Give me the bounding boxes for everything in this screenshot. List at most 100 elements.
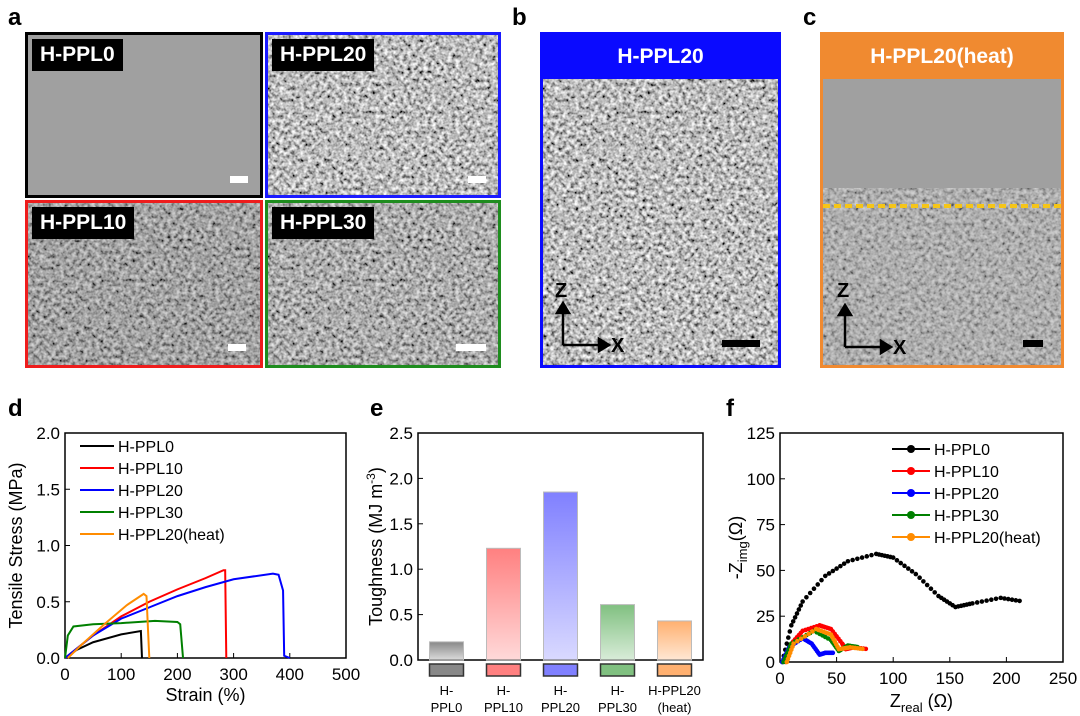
axis-x-label: X: [611, 335, 625, 357]
y-tick-label: 0.0: [36, 649, 60, 668]
nyquist-plot: 0 25 50 75 100 125 0 50 100 150 200 250 Zreal (Ω) -Zi…: [726, 424, 1077, 715]
category-label: PPL20: [541, 700, 580, 715]
data-point: [989, 597, 994, 603]
legend-label: H-PPL10: [118, 461, 183, 478]
scale-bar: [228, 344, 246, 351]
y-axis-label: Toughness (MJ m-3): [364, 467, 386, 626]
x-tick-label: 150: [936, 669, 964, 688]
data-point: [786, 635, 791, 640]
data-point: [791, 641, 796, 646]
data-point: [1013, 598, 1019, 603]
y-axis-label: -Zimg(Ω): [726, 516, 750, 579]
legend-marker: [907, 533, 915, 541]
legend-label: H-PPL20(heat): [118, 527, 225, 544]
y-tick-label: 125: [747, 424, 775, 443]
image-label: H-PPL20(heat): [823, 35, 1061, 79]
data-point: [790, 619, 796, 624]
scale-bar: [230, 176, 248, 183]
sem-image-cross-section-h-ppl20-heat: H-PPL20(heat) Z X: [820, 32, 1064, 368]
bar-H-PPL20: [543, 491, 578, 661]
category-label: H-: [440, 683, 454, 698]
legend-label: H-PPL0: [118, 439, 174, 456]
bar-H-PPL10: [486, 547, 521, 661]
data-point: [784, 641, 790, 646]
panel-label-a: a: [8, 4, 22, 31]
image-label: H-PPL20: [272, 39, 375, 71]
data-point: [890, 555, 896, 560]
data-point: [794, 611, 800, 616]
image-label: H-PPL0: [32, 39, 123, 71]
y-tick-label: 1.5: [389, 515, 413, 534]
data-point: [838, 563, 843, 569]
image-label: H-PPL30: [272, 207, 375, 239]
series-line-H-PPL0: [64, 629, 143, 659]
data-point: [795, 638, 800, 644]
data-point: [850, 557, 855, 563]
data-point: [913, 571, 919, 577]
data-point: [789, 623, 794, 628]
data-point: [806, 631, 811, 637]
panel-label-f: f: [726, 395, 734, 422]
bar-H-PPL30: [600, 604, 635, 661]
category-swatch: [485, 663, 522, 677]
data-point: [819, 577, 824, 583]
data-point: [798, 603, 804, 608]
legend-label: H-PPL20(heat): [934, 530, 1041, 547]
y-tick-label: 1.5: [36, 480, 60, 499]
x-tick-label: 200: [163, 665, 191, 684]
legend-label: H-PPL20: [934, 486, 999, 503]
data-point: [855, 556, 860, 562]
category-swatch: [542, 663, 579, 677]
scale-bar: [1023, 340, 1043, 347]
x-axis-label: Strain (%): [165, 685, 245, 705]
data-point: [974, 600, 980, 605]
data-point: [932, 590, 938, 595]
sem-image-h-ppl30: H-PPL30: [265, 200, 501, 368]
data-point: [894, 558, 900, 563]
x-tick-label: 250: [1049, 669, 1077, 688]
category-label: H-: [554, 683, 568, 698]
category-label: PPL0: [431, 700, 463, 715]
scale-bar: [468, 176, 486, 183]
legend-marker: [907, 445, 915, 453]
x-tick-label: 50: [827, 669, 846, 688]
data-point: [869, 552, 874, 558]
panel-label-e: e: [370, 395, 384, 422]
legend-marker: [907, 511, 915, 519]
y-tick-label: 25: [756, 607, 775, 626]
category-label: PPL30: [598, 700, 637, 715]
legend-label: H-PPL30: [934, 508, 999, 525]
category-label: (heat): [658, 700, 692, 715]
y-tick-label: 1.0: [36, 537, 60, 556]
y-tick-label: 50: [756, 561, 775, 580]
data-point: [860, 646, 865, 652]
category-swatch: [428, 663, 465, 677]
panel-label-d: d: [8, 395, 23, 422]
series-line-H-PPL20: [64, 572, 291, 659]
data-point: [787, 629, 793, 634]
data-point: [841, 561, 847, 566]
category-swatch: [599, 663, 636, 677]
plot-frame: [779, 432, 1064, 663]
data-point: [807, 590, 813, 596]
legend-label: H-PPL30: [118, 505, 183, 522]
data-point: [984, 598, 989, 603]
axis-x-label: X: [893, 337, 907, 359]
data-point: [811, 586, 817, 592]
x-tick-label: 500: [332, 665, 360, 684]
y-tick-label: 2.0: [389, 469, 413, 488]
data-point: [905, 566, 911, 571]
data-point: [798, 636, 804, 642]
data-point: [864, 554, 870, 559]
legend-label: H-PPL10: [934, 464, 999, 481]
legend-marker: [907, 489, 915, 497]
y-tick-label: 100: [747, 470, 775, 489]
data-point: [898, 560, 904, 566]
sem-image-h-ppl10: H-PPL10: [25, 200, 263, 368]
data-point: [1005, 596, 1011, 602]
tensile-stress-strain-chart: 0.0 0.5 1.0 1.5 2.0 0 100 200 300 400 500 Strain (%…: [6, 424, 360, 705]
panel-label-b: b: [512, 4, 527, 31]
data-point: [902, 563, 907, 569]
